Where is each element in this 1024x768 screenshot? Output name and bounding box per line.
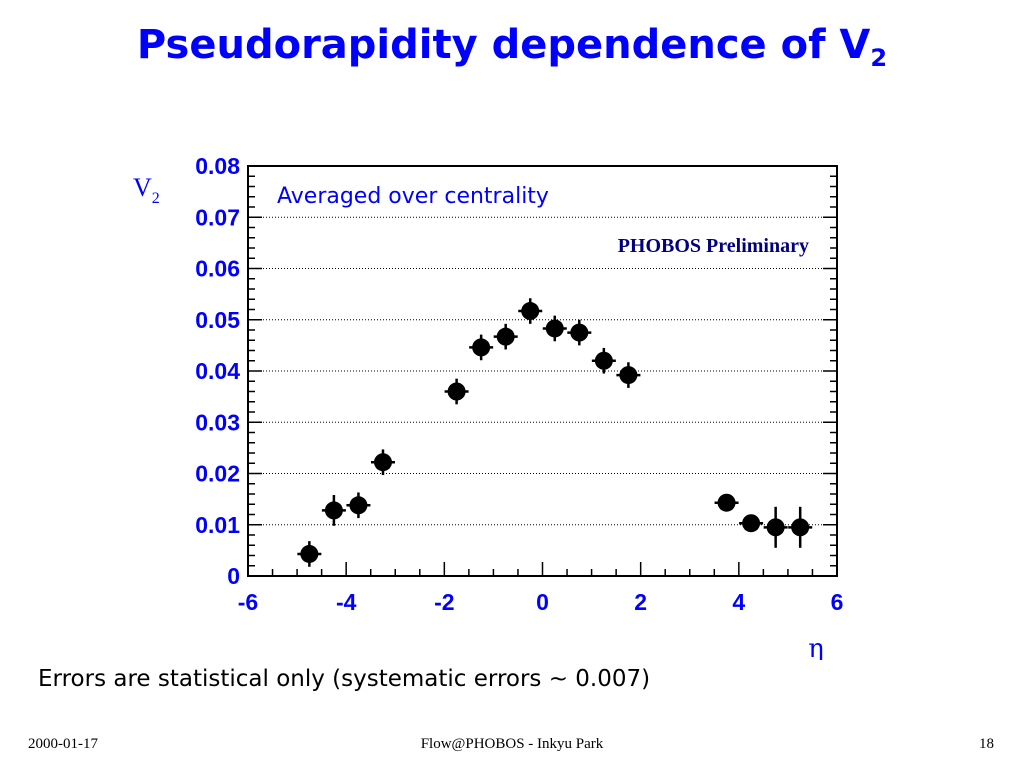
- y-tick-label: 0.01: [195, 512, 240, 538]
- data-point: [518, 298, 543, 324]
- data-point: [321, 495, 346, 526]
- marker: [766, 518, 785, 537]
- marker: [349, 496, 368, 515]
- y-tick-label: 0.07: [195, 204, 240, 230]
- y-tick-label: 0.03: [195, 409, 240, 435]
- y-tick-label: 0.08: [195, 153, 240, 179]
- marker: [373, 453, 392, 472]
- slide-title-subscript: 2: [870, 44, 888, 72]
- footer-center: Flow@PHOBOS - Inkyu Park: [420, 736, 604, 752]
- footer-date: 2000-01-17: [28, 736, 98, 752]
- marker: [570, 323, 589, 342]
- x-tick-label: 4: [732, 589, 745, 615]
- grid-lines: [248, 165, 837, 526]
- data-point: [763, 506, 788, 548]
- error-note: Errors are statistical only (systematic …: [38, 666, 651, 692]
- marker: [472, 338, 491, 357]
- y-tick-label: 0.02: [195, 461, 240, 487]
- footer-page-number: 18: [979, 736, 994, 752]
- marker: [496, 327, 515, 346]
- marker: [324, 501, 343, 520]
- marker: [447, 382, 466, 401]
- x-tick-label: -6: [238, 589, 258, 615]
- data-point: [444, 378, 469, 405]
- y-tick-label: 0.04: [195, 358, 240, 384]
- data-point: [370, 449, 395, 476]
- marker: [619, 366, 638, 385]
- data-point: [493, 323, 518, 350]
- y-tick-label: 0.05: [195, 307, 240, 333]
- v2-eta-chart: 0 0.01 0.02 0.03 0.04 0.05 0.06 0.07 0.08 -6 -4 -2 0…: [133, 153, 843, 660]
- marker: [545, 319, 564, 338]
- x-tick-label: 2: [634, 589, 647, 615]
- x-tick-label: -2: [434, 589, 454, 615]
- marker: [742, 514, 761, 533]
- data-point: [591, 347, 616, 374]
- data-point: [616, 362, 641, 388]
- data-point: [469, 334, 494, 361]
- y-tick-label: 0: [227, 563, 240, 589]
- tick-labels: 0 0.01 0.02 0.03 0.04 0.05 0.06 0.07 0.08 -6 -4 -2 0…: [195, 153, 843, 615]
- axis-ticks: [247, 165, 838, 577]
- plot-frame: [247, 165, 838, 577]
- data-point: [714, 493, 739, 512]
- data-point: [346, 492, 371, 519]
- x-tick-label: 0: [536, 589, 549, 615]
- data-point: [542, 315, 567, 342]
- annotation-phobos-preliminary: PHOBOS Preliminary: [618, 235, 809, 257]
- marker: [300, 544, 319, 563]
- slide-title: Pseudorapidity dependence of V2: [0, 22, 1024, 72]
- annotation-averaged: Averaged over centrality: [277, 184, 549, 209]
- x-tick-label: 6: [831, 589, 844, 615]
- x-axis-label: η: [808, 634, 824, 660]
- slide-title-text: Pseudorapidity dependence of V: [136, 22, 871, 68]
- marker: [791, 518, 810, 537]
- marker: [594, 351, 613, 370]
- data-point: [739, 514, 764, 533]
- data-point: [297, 541, 322, 567]
- data-points: [297, 298, 813, 567]
- data-point: [567, 319, 592, 346]
- y-axis-label: V2: [133, 173, 160, 207]
- marker: [521, 302, 540, 321]
- y-tick-label: 0.06: [195, 256, 240, 282]
- marker: [717, 493, 736, 512]
- x-tick-label: -4: [336, 589, 357, 615]
- data-point: [788, 506, 813, 548]
